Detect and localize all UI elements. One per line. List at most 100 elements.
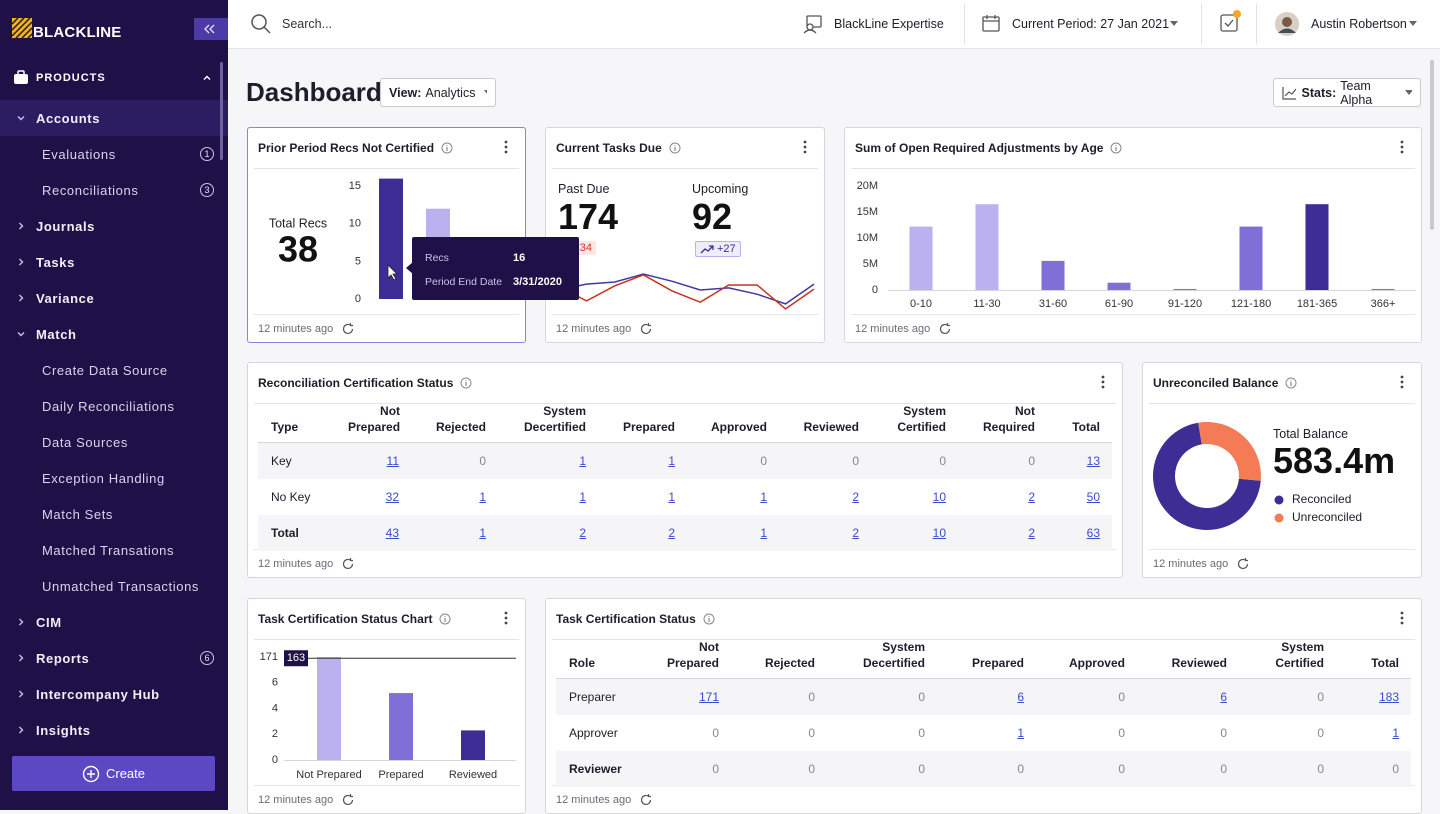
count-link[interactable]: 1 [760,526,767,540]
nav-subitem[interactable]: Create Data Source [0,352,228,388]
info-icon[interactable] [703,613,715,625]
refresh-icon[interactable] [639,322,653,336]
bar[interactable] [1371,288,1395,290]
refresh-icon[interactable] [639,793,653,807]
bar[interactable] [1107,282,1131,290]
kebab-menu[interactable] [1100,375,1106,389]
tasks-icon[interactable] [1218,9,1244,35]
nav-item[interactable]: CIM [0,604,228,640]
avatar[interactable] [1275,12,1299,36]
kebab-menu[interactable] [1399,140,1405,154]
bar[interactable] [975,204,999,290]
trend-line [557,273,815,305]
bar[interactable] [1305,204,1329,290]
count-link[interactable]: 1 [1017,726,1024,740]
count-link[interactable]: 171 [698,690,719,704]
count-link[interactable]: 1 [668,454,675,468]
bar[interactable] [1173,288,1197,290]
nav-subitem[interactable]: Evaluations 1 [0,136,228,172]
avatar-body [1278,28,1296,33]
count-link[interactable]: 1 [579,490,586,504]
bar[interactable] [379,178,403,299]
count-link[interactable]: 1 [1392,726,1399,740]
nav-item[interactable]: Tasks [0,244,228,280]
create-button[interactable]: Create [12,756,215,791]
nav-subitem[interactable]: Unmatched Transactions [0,568,228,604]
count-link[interactable]: 2 [668,526,675,540]
bar[interactable] [389,693,413,760]
refresh-icon[interactable] [341,322,355,336]
count-link[interactable]: 63 [1086,526,1100,540]
kebab-menu[interactable] [802,140,808,154]
nav-item[interactable]: Insights [0,712,228,748]
nav-subitem[interactable]: Matched Transations [0,532,228,568]
view-dropdown[interactable]: View: Analytics [380,78,496,107]
bar[interactable] [426,208,450,299]
donut-slice[interactable] [1198,422,1261,481]
info-icon[interactable] [669,142,681,154]
donut-slice[interactable] [1153,422,1261,530]
period-selector[interactable]: Current Period: 27 Jan 2021 [1012,17,1170,31]
nav-subitem[interactable]: Match Sets [0,496,228,532]
count-link[interactable]: 2 [852,490,859,504]
nav-item[interactable]: Accounts [0,100,228,136]
nav-item[interactable]: Journals [0,208,228,244]
count-link[interactable]: 32 [385,490,399,504]
refresh-icon[interactable] [341,793,355,807]
info-icon[interactable] [439,613,451,625]
count-link[interactable]: 2 [1028,490,1035,504]
bar[interactable] [461,730,485,760]
refresh-icon[interactable] [938,322,952,336]
kebab-menu[interactable] [503,140,509,154]
search-input[interactable]: Search... [282,17,333,31]
sidebar-scrollbar[interactable] [220,62,223,160]
nav-item[interactable]: Intercompany Hub [0,676,228,712]
count-link[interactable]: 2 [852,526,859,540]
nav-subitem[interactable]: Reconciliations 3 [0,172,228,208]
page-scrollbar[interactable] [1430,60,1434,230]
nav-subitem[interactable]: Exception Handling [0,460,228,496]
bar[interactable] [317,657,341,760]
user-name[interactable]: Austin Robertson [1311,17,1407,31]
search-icon[interactable] [250,13,272,35]
count-link[interactable]: 10 [932,526,946,540]
nav-item[interactable]: Variance [0,280,228,316]
count-link[interactable]: 43 [385,526,399,540]
nav-item[interactable]: Match [0,316,228,352]
count-link[interactable]: 1 [579,454,586,468]
info-icon[interactable] [441,142,453,154]
refresh-icon[interactable] [1236,557,1250,571]
kebab-menu[interactable] [1399,375,1405,389]
stats-dropdown[interactable]: Stats: Team Alpha [1273,78,1421,107]
info-icon[interactable] [1285,377,1297,389]
info-icon[interactable] [460,377,472,389]
bar[interactable] [1239,226,1263,290]
count-link[interactable]: 6 [1017,690,1024,704]
info-icon[interactable] [1110,142,1122,154]
count-link[interactable]: 10 [932,490,946,504]
count-link[interactable]: 183 [1378,690,1399,704]
bar[interactable] [909,226,933,290]
widget-card: Task Certification Status 12 minutes ago R… [545,598,1422,814]
kebab-menu[interactable] [503,611,509,625]
count-link[interactable]: 11 [386,454,399,468]
row-label: Key [271,454,292,468]
collapse-button[interactable] [194,18,228,40]
count-link[interactable]: 1 [479,490,486,504]
count-link[interactable]: 50 [1086,490,1100,504]
nav-subitem[interactable]: Data Sources [0,424,228,460]
products-header[interactable]: PRODUCTS [0,64,228,92]
count-link[interactable]: 6 [1220,690,1227,704]
nav-item[interactable]: Reports 6 [0,640,228,676]
refresh-icon[interactable] [341,557,355,571]
count-link[interactable]: 1 [479,526,486,540]
bar[interactable] [1041,260,1065,290]
count-link[interactable]: 2 [1028,526,1035,540]
count-link[interactable]: 2 [579,526,586,540]
count-link[interactable]: 13 [1086,454,1100,468]
kebab-menu[interactable] [1399,611,1405,625]
expertise-link[interactable]: BlackLine Expertise [834,17,944,31]
count-link[interactable]: 1 [668,490,675,504]
nav-subitem[interactable]: Daily Reconciliations [0,388,228,424]
count-link[interactable]: 1 [760,490,767,504]
